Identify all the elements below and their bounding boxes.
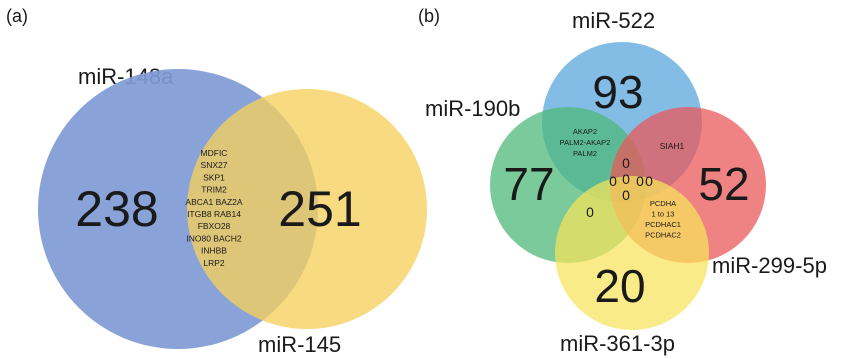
set-label-mir190b: miR-190b [425,96,520,121]
overlap-gene-list: MDFIC SNX27 SKP1 TRIM2 ABCA1 BAZ2A ITGB8 RAB1… [185,148,242,268]
set-label-mir361-3p: miR-361-3p [560,331,675,356]
venn-a [38,69,427,349]
overlap-gene: MDFIC [201,148,228,158]
count-mir190b-only: 77 [503,158,554,210]
center-zero: 0 [622,171,630,187]
gene-list-190b-522: AKAP2 PALM2-AKAP2 PALM2 [560,127,611,158]
count-mir361-only: 20 [594,260,645,312]
gene-190b-522: AKAP2 [573,127,597,136]
center-zero: 0 [622,187,630,203]
overlap-gene: SNX27 [201,160,228,170]
overlap-gene: ITGB8 RAB14 [187,209,241,219]
count-mir522-only: 93 [592,66,643,118]
set-label-mir145: miR-145 [258,332,341,357]
center-zero: 0 [636,173,644,189]
venn-b [490,42,766,330]
count-190b-361: 0 [586,204,594,220]
count-mir148a-only: 238 [75,181,158,237]
overlap-gene: SKP1 [203,172,225,182]
gene-299-361: PCDHA [650,199,676,208]
center-intersection-counts: 000 000 [609,155,653,203]
circle-mir145 [187,89,427,329]
overlap-gene: FBXO28 [198,221,231,231]
count-mir299-only: 52 [698,158,749,210]
gene-299-361: PCDHAC2 [645,231,681,240]
gene-siah1: SIAH1 [660,141,685,151]
gene-299-361: PCDHAC1 [645,220,681,229]
set-label-mir299-5p: miR-299-5p [712,253,827,278]
overlap-gene: ABCA1 BAZ2A [185,197,242,207]
gene-190b-522: PALM2 [573,149,597,158]
set-label-mir522: miR-522 [572,8,655,33]
center-zero: 0 [609,173,617,189]
circle-mir361-3p [555,176,709,330]
overlap-gene: TRIM2 [201,185,227,195]
center-zero: 0 [645,173,653,189]
gene-299-361: 1 to 13 [652,210,675,219]
panel-a-label: (a) [6,6,28,26]
overlap-gene: LRP2 [203,258,225,268]
gene-190b-522: PALM2-AKAP2 [560,138,611,147]
overlap-gene: INHBB [201,246,227,256]
count-mir145-only: 251 [278,181,361,237]
center-zero: 0 [622,155,630,171]
overlap-gene: INO80 BACH2 [186,233,242,243]
panel-b-label: (b) [418,6,440,26]
